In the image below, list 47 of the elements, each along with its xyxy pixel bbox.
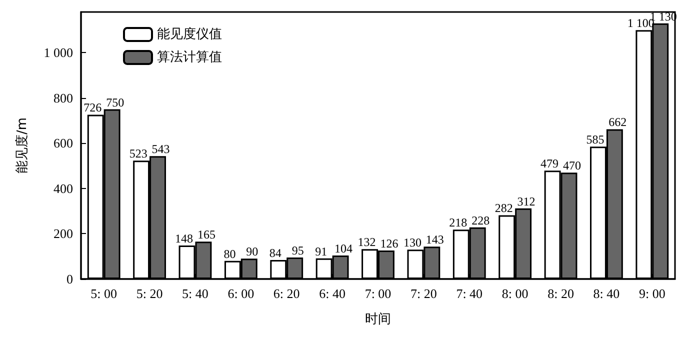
x-tick-label: 6: 00	[228, 286, 254, 301]
legend-label: 算法计算值	[157, 50, 222, 65]
y-tick-label: 1 000	[44, 45, 73, 60]
data-label: 126	[380, 236, 398, 250]
y-tick-label: 200	[54, 226, 73, 242]
data-label: 228	[472, 213, 490, 228]
legend-label: 能见度仪值	[157, 26, 222, 42]
y-tick-label: 400	[54, 180, 73, 196]
data-label: 91	[315, 244, 328, 258]
data-label: 282	[494, 201, 513, 216]
data-label: 90	[246, 244, 258, 259]
x-tick-label: 5: 00	[90, 286, 118, 301]
y-tick-label: 800	[54, 90, 73, 106]
data-label: 95	[292, 244, 304, 258]
data-label: 143	[426, 232, 444, 247]
data-label: 750	[106, 95, 124, 110]
x-tick-label: 8: 20	[548, 286, 574, 301]
x-tick-label: 8: 00	[502, 286, 528, 301]
data-label: 479	[540, 156, 559, 171]
x-tick-label: 7: 20	[410, 286, 437, 301]
x-tick-label: 5: 40	[182, 286, 208, 301]
data-label: 80	[224, 246, 236, 261]
data-label: 470	[562, 158, 581, 173]
data-label: 132	[358, 235, 376, 250]
data-label: 523	[129, 146, 148, 161]
x-tick-label: 5: 20	[136, 286, 163, 301]
x-tick-label: 8: 40	[593, 286, 620, 301]
x-tick-label: 7: 40	[456, 286, 483, 301]
y-axis-title: 能见度/m	[14, 117, 30, 174]
x-tick-label: 6: 40	[319, 286, 346, 301]
data-label: 130	[403, 236, 422, 250]
x-axis-title: 时间	[365, 312, 391, 327]
data-label: 543	[152, 142, 170, 156]
data-label: 585	[586, 132, 604, 147]
y-tick-label: 0	[66, 272, 73, 286]
data-label: 84	[269, 246, 282, 260]
data-label: 104	[334, 241, 353, 256]
data-label: 312	[517, 194, 536, 208]
data-label: 148	[175, 232, 194, 246]
data-label: 726	[84, 100, 102, 115]
data-label: 165	[197, 228, 216, 242]
data-label: 662	[608, 115, 627, 130]
data-label: 218	[449, 216, 468, 230]
x-tick-label: 7: 00	[364, 286, 392, 301]
y-tick-label: 600	[54, 136, 73, 151]
x-tick-label: 6: 20	[273, 286, 300, 301]
x-tick-label: 9: 00	[638, 286, 666, 301]
